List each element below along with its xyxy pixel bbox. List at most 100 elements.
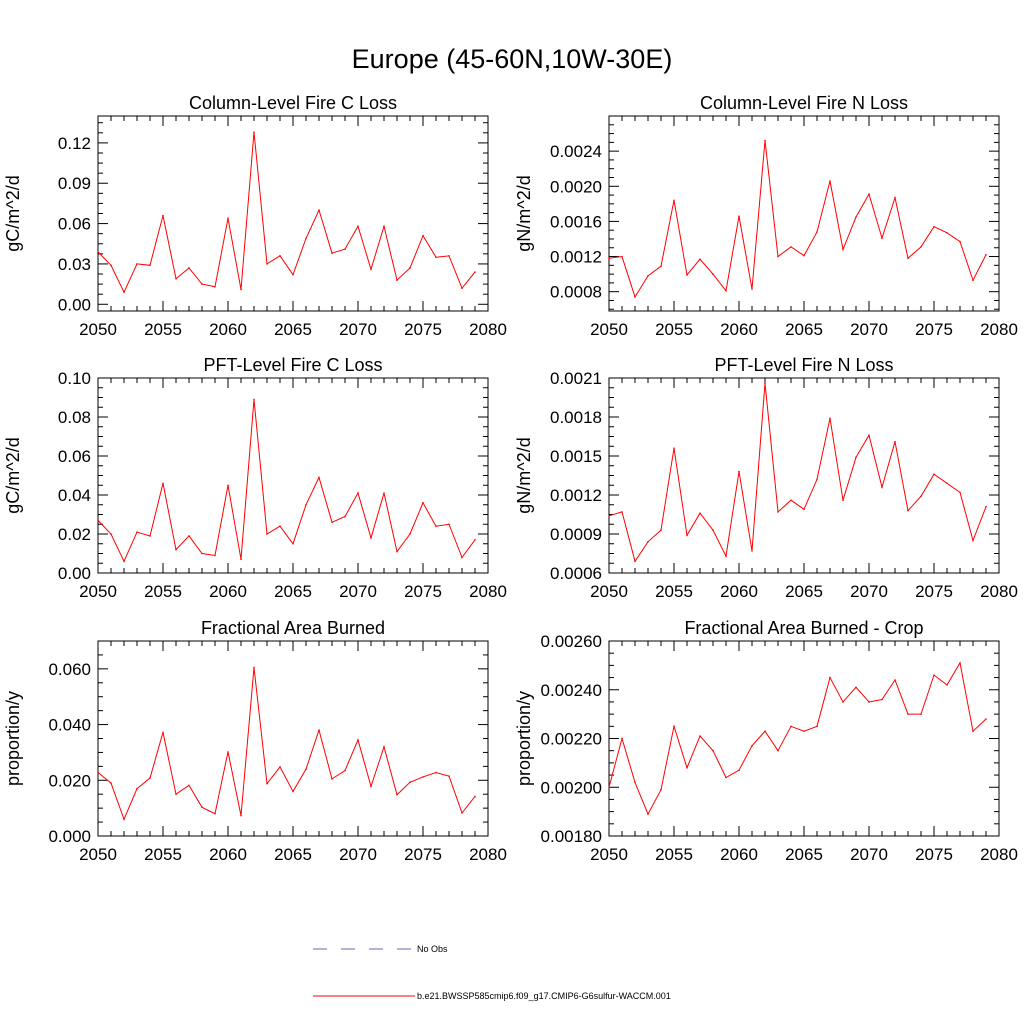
data-point — [764, 139, 766, 142]
data-point — [868, 193, 870, 195]
data-point — [318, 476, 320, 479]
series-line — [608, 661, 987, 816]
x-tick-label: 2055 — [655, 320, 693, 339]
panel-title: Fractional Area Burned — [201, 618, 385, 638]
y-tick-label: 0.02 — [58, 525, 91, 544]
data-point — [188, 267, 190, 269]
x-tick-label: 2050 — [590, 845, 628, 864]
data-point — [842, 701, 844, 703]
x-tick-label: 2055 — [144, 845, 182, 864]
data-point — [803, 508, 805, 511]
panel-5: Fractional Area Burned proportion/y 2050 20… — [3, 618, 507, 864]
data-point — [448, 523, 450, 526]
x-tick-label: 2070 — [339, 582, 377, 601]
data-point — [777, 511, 779, 513]
data-point — [292, 542, 294, 545]
y-tick-label: 0.08 — [58, 408, 91, 427]
data-point — [175, 548, 177, 551]
data-point — [266, 782, 268, 785]
data-point — [881, 486, 883, 489]
data-point — [972, 539, 974, 542]
y-tick-label: 0.00240 — [541, 681, 602, 700]
data-point — [240, 814, 242, 817]
panel-1: Column-Level Fire C Loss gC/m^2/d 2050 2055… — [3, 93, 507, 339]
y-tick-label: 0.020 — [48, 771, 91, 790]
data-point — [162, 482, 164, 485]
y-tick-label: 0.06 — [58, 215, 91, 234]
data-point — [907, 257, 909, 260]
data-point — [201, 806, 203, 809]
data-point — [959, 240, 961, 243]
data-point — [110, 782, 112, 784]
data-point — [149, 535, 151, 537]
data-point — [933, 473, 935, 476]
data-point — [110, 533, 112, 535]
data-point — [409, 267, 411, 269]
data-point — [751, 550, 753, 552]
x-tick-label: 2060 — [209, 320, 247, 339]
panel-title: PFT-Level Fire N Loss — [714, 355, 893, 375]
data-point — [331, 252, 333, 254]
data-point — [279, 255, 281, 257]
data-point — [712, 749, 714, 752]
data-point — [634, 781, 636, 784]
data-point — [383, 492, 385, 494]
x-tick-label: 2050 — [590, 320, 628, 339]
data-point — [409, 781, 411, 784]
data-point — [331, 521, 333, 524]
data-point — [959, 662, 961, 664]
data-point — [920, 495, 922, 498]
panel-3: PFT-Level Fire C Loss gC/m^2/d 2050 2055 206… — [3, 355, 507, 601]
data-point — [816, 725, 818, 728]
y-tick-label: 0.00180 — [541, 827, 602, 846]
y-tick-label: 0.0012 — [550, 486, 602, 505]
data-point — [725, 289, 727, 292]
series-line — [97, 132, 476, 294]
x-tick-label: 2050 — [79, 320, 117, 339]
data-point — [673, 447, 675, 450]
data-point — [959, 491, 961, 494]
y-axis-label: proportion/y — [3, 691, 23, 786]
data-point — [829, 417, 831, 420]
data-point — [660, 529, 662, 531]
data-point — [318, 209, 320, 211]
data-point — [409, 533, 411, 535]
plot-frame — [97, 640, 489, 837]
x-tick-label: 2050 — [79, 582, 117, 601]
data-point — [279, 766, 281, 768]
data-point — [344, 515, 346, 518]
data-point — [383, 225, 385, 228]
x-tick-label: 2065 — [785, 320, 823, 339]
data-point — [621, 511, 623, 513]
x-tick-label: 2055 — [144, 582, 182, 601]
data-point — [162, 214, 164, 217]
data-point — [461, 287, 463, 289]
data-point — [448, 255, 450, 257]
plot-frame — [97, 115, 489, 312]
data-point — [920, 246, 922, 248]
data-point — [136, 263, 138, 265]
data-point — [448, 775, 450, 777]
data-point — [751, 288, 753, 290]
data-point — [214, 554, 216, 557]
data-point — [647, 541, 649, 543]
panel-2: Column-Level Fire N Loss gN/m^2/d 2050 2055… — [514, 93, 1018, 339]
data-point — [946, 684, 948, 686]
data-point — [461, 812, 463, 814]
x-tick-label: 2080 — [980, 845, 1018, 864]
data-point — [699, 512, 701, 514]
data-point — [725, 555, 727, 557]
x-tick-label: 2065 — [274, 320, 312, 339]
data-point — [474, 539, 476, 541]
data-point — [686, 766, 688, 769]
data-point — [881, 237, 883, 239]
y-axis-label: gC/m^2/d — [3, 437, 23, 513]
data-point — [972, 279, 974, 282]
y-tick-label: 0.03 — [58, 255, 91, 274]
data-point — [608, 786, 610, 789]
data-point — [816, 231, 818, 233]
data-point — [855, 686, 857, 689]
data-point — [621, 255, 623, 258]
data-point — [383, 746, 385, 748]
data-point — [357, 739, 359, 741]
